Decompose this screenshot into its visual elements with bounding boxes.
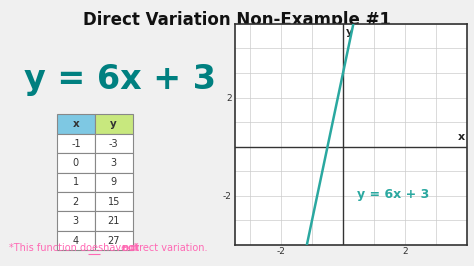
FancyBboxPatch shape <box>95 134 133 153</box>
Text: x: x <box>458 132 465 142</box>
FancyBboxPatch shape <box>95 114 133 134</box>
Text: 15: 15 <box>108 197 120 207</box>
Text: *This function does not: *This function does not <box>9 243 123 253</box>
Text: 9: 9 <box>111 177 117 187</box>
FancyBboxPatch shape <box>57 134 95 153</box>
FancyBboxPatch shape <box>95 192 133 211</box>
FancyBboxPatch shape <box>57 211 95 231</box>
Text: *This function does: *This function does <box>9 243 107 253</box>
Text: 1: 1 <box>73 177 79 187</box>
FancyBboxPatch shape <box>95 231 133 250</box>
Text: 21: 21 <box>108 216 120 226</box>
FancyBboxPatch shape <box>57 231 95 250</box>
Text: -1: -1 <box>71 139 81 148</box>
FancyBboxPatch shape <box>57 192 95 211</box>
Text: 4: 4 <box>73 236 79 246</box>
FancyBboxPatch shape <box>95 173 133 192</box>
Text: 27: 27 <box>108 236 120 246</box>
Text: y = 6x + 3: y = 6x + 3 <box>357 188 429 201</box>
FancyBboxPatch shape <box>57 153 95 173</box>
FancyBboxPatch shape <box>57 114 95 134</box>
Text: Direct Variation Non-Example #1: Direct Variation Non-Example #1 <box>83 11 391 29</box>
Text: y: y <box>346 27 353 37</box>
Text: 3: 3 <box>73 216 79 226</box>
FancyBboxPatch shape <box>57 173 95 192</box>
Text: 0: 0 <box>73 158 79 168</box>
Text: have direct variation.: have direct variation. <box>100 243 207 253</box>
Text: y: y <box>110 119 117 129</box>
Text: 2: 2 <box>73 197 79 207</box>
FancyBboxPatch shape <box>95 153 133 173</box>
Text: -3: -3 <box>109 139 118 148</box>
Text: x: x <box>73 119 79 129</box>
Text: not: not <box>121 243 139 253</box>
Text: y = 6x + 3: y = 6x + 3 <box>24 63 216 96</box>
Text: 3: 3 <box>111 158 117 168</box>
FancyBboxPatch shape <box>95 211 133 231</box>
